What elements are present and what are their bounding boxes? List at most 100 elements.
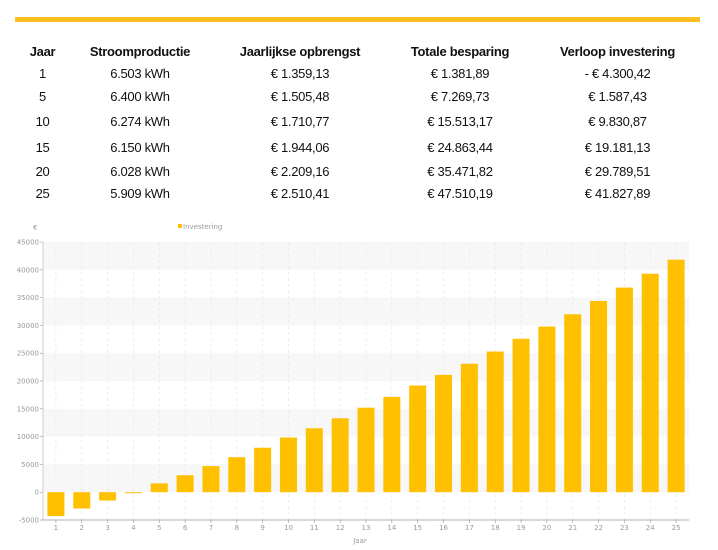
x-tick-label: 19	[517, 524, 526, 532]
x-tick-label: 21	[568, 524, 577, 532]
table-cell: 6.274 kWh	[110, 114, 170, 129]
table-cell: € 1.381,89	[430, 65, 490, 81]
y-tick-label: 45000	[17, 239, 39, 247]
x-tick-label: 4	[131, 524, 136, 532]
table-cell: € 1.359,13	[270, 65, 330, 81]
table-header: Jaar Stroomproductie Jaarlijkse opbrengs…	[15, 40, 705, 62]
x-tick-label: 10	[284, 524, 293, 532]
y-tick-label: 15000	[17, 405, 39, 413]
y-tick-label: 35000	[17, 294, 39, 302]
bar-year-4	[124, 492, 142, 494]
x-tick-label: 8	[235, 524, 239, 532]
bar-year-1	[47, 492, 65, 517]
x-tick-label: 20	[542, 524, 551, 532]
x-tick-label: 18	[491, 524, 500, 532]
bar-year-19	[512, 338, 530, 493]
summary-table: Jaar Stroomproductie Jaarlijkse opbrengs…	[15, 40, 705, 204]
table-cell: - € 4.300,42	[584, 65, 651, 81]
x-tick-label: 12	[336, 524, 345, 532]
x-tick-label: 5	[157, 524, 161, 532]
y-tick-label: 25000	[17, 350, 39, 358]
x-tick-label: 24	[646, 524, 655, 532]
x-tick-label: 22	[594, 524, 603, 532]
table-row: 25 5.909 kWh € 2.510,41 € 47.510,19 € 41.827…	[15, 182, 705, 204]
table-cell: € 1.505,48	[270, 88, 330, 104]
table-cell: € 35.471,82	[427, 163, 493, 179]
bar-year-11	[305, 428, 323, 493]
table-cell: 15	[35, 140, 50, 155]
x-tick-label: 11	[310, 524, 319, 532]
x-tick-label: 6	[183, 524, 188, 532]
y-tick-label: -5000	[19, 517, 39, 525]
header-verloop-investering: Verloop investering	[560, 43, 675, 59]
y-tick-label: 10000	[17, 433, 39, 441]
table-row: 1 6.503 kWh € 1.359,13 € 1.381,89 - € 4.300,…	[15, 62, 705, 84]
bar-year-21	[564, 314, 582, 493]
x-tick-label: 15	[413, 524, 422, 532]
table-cell: € 7.269,73	[430, 88, 490, 104]
table-row: 5 6.400 kWh € 1.505,48 € 7.269,73 € 1.587,43	[15, 84, 705, 108]
bar-year-15	[409, 385, 427, 493]
table-cell: € 29.789,51	[584, 163, 651, 179]
table-cell: 6.150 kWh	[110, 140, 170, 155]
table-cell: 6.503 kWh	[110, 65, 170, 81]
accent-bar	[15, 17, 700, 22]
bar-year-8	[228, 457, 246, 493]
table-cell: € 2.209,16	[270, 163, 330, 179]
bar-year-5	[150, 483, 168, 493]
bar-year-17	[460, 363, 478, 493]
x-tick-label: 9	[260, 524, 264, 532]
table-cell: 5	[39, 88, 46, 104]
bar-year-24	[641, 273, 659, 493]
header-jaar: Jaar	[29, 43, 56, 59]
bar-year-25	[667, 259, 685, 493]
x-tick-label: 17	[465, 524, 474, 532]
x-tick-label: 2	[80, 524, 84, 532]
bar-year-22	[590, 300, 608, 493]
x-tick-label: 3	[105, 524, 109, 532]
legend-label: Investering	[183, 223, 222, 231]
table-row: 10 6.274 kWh € 1.710,77 € 15.513,17 € 9.830,…	[15, 108, 705, 135]
header-totale-besparing: Totale besparing	[410, 43, 510, 59]
y-axis-label: €	[33, 224, 37, 232]
header-jaarlijkse-opbrengst: Jaarlijkse opbrengst	[239, 43, 361, 59]
table-cell: € 1.710,77	[270, 114, 330, 129]
bar-year-6	[176, 475, 194, 493]
y-tick-label: 5000	[21, 461, 39, 469]
table-cell: € 2.510,41	[270, 185, 330, 201]
bar-year-18	[486, 351, 504, 493]
bar-year-12	[331, 418, 349, 493]
bar-year-10	[279, 437, 297, 493]
bar-year-13	[357, 407, 375, 493]
table-cell: 5.909 kWh	[110, 185, 170, 201]
bar-year-3	[99, 492, 117, 501]
table-cell: 25	[35, 185, 50, 201]
x-axis-label: Jaar	[352, 537, 367, 545]
bar-year-14	[383, 396, 401, 493]
bar-year-20	[538, 326, 556, 493]
table-cell: € 1.944,06	[270, 140, 330, 155]
y-tick-label: 0	[35, 489, 39, 497]
x-tick-label: 23	[620, 524, 629, 532]
x-tick-label: 7	[209, 524, 213, 532]
bar-year-2	[73, 492, 91, 509]
bar-year-23	[615, 287, 633, 493]
bar-year-16	[435, 374, 453, 493]
legend-swatch	[178, 224, 182, 228]
table-cell: € 19.181,13	[584, 140, 651, 155]
x-tick-label: 1	[54, 524, 58, 532]
y-tick-label: 40000	[17, 266, 39, 274]
x-tick-label: 14	[387, 524, 396, 532]
y-tick-label: 20000	[17, 378, 39, 386]
table-cell: 20	[35, 163, 50, 179]
table-row: 15 6.150 kWh € 1.944,06 € 24.863,44 € 19.181…	[15, 135, 705, 160]
x-tick-label: 25	[672, 524, 681, 532]
table-cell: 6.400 kWh	[110, 88, 170, 104]
table-cell: € 24.863,44	[427, 140, 493, 155]
table-cell: € 47.510,19	[427, 185, 493, 201]
table-cell: 6.028 kWh	[110, 163, 170, 179]
table-cell: € 15.513,17	[427, 114, 493, 129]
table-cell: € 1.587,43	[588, 88, 647, 104]
table-cell: € 41.827,89	[584, 185, 651, 201]
